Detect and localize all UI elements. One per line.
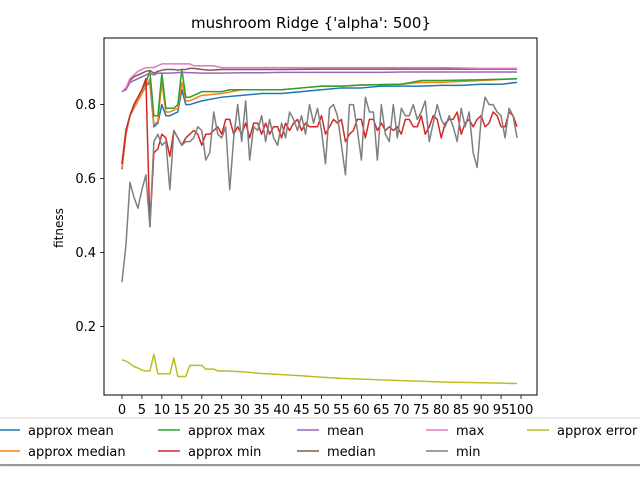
legend-label: approx min: [188, 445, 261, 460]
legend-label: approx mean: [28, 424, 114, 439]
legend-label: approx max: [188, 424, 266, 439]
x-tick-label: 95: [493, 403, 510, 418]
series-line-7: [121, 96, 518, 283]
series-line-4: [121, 71, 518, 93]
x-tick-label: 30: [233, 403, 250, 418]
x-tick-label: 0: [118, 403, 126, 418]
x-tick-label: 90: [473, 403, 490, 418]
x-tick-label: 20: [194, 403, 211, 418]
x-tick-label: 25: [213, 403, 230, 418]
x-tick-label: 40: [273, 403, 290, 418]
plot-frame: [103, 37, 538, 396]
x-axis-ticks: 0 5 10 15 20 25 30 35 40 45 50 55 60 65 70 75 80 85 90 95 10…: [118, 395, 534, 418]
x-tick-label: 5: [138, 403, 146, 418]
x-tick-label: 70: [393, 403, 410, 418]
plot-area: [103, 37, 538, 396]
series-line-5: [121, 67, 518, 93]
legend-label: mean: [327, 424, 364, 439]
x-tick-label: 100: [509, 403, 534, 418]
legend-label: approx median: [28, 445, 126, 460]
x-tick-label: 80: [433, 403, 450, 418]
x-tick-label: 55: [333, 403, 350, 418]
x-tick-label: 50: [313, 403, 330, 418]
series-line-8: [121, 353, 518, 385]
series-line-6: [121, 63, 518, 93]
x-tick-label: 65: [373, 403, 390, 418]
x-tick-label: 10: [154, 403, 171, 418]
y-tick-label: 0.4: [75, 246, 96, 261]
x-tick-label: 85: [453, 403, 470, 418]
legend-label: median: [327, 445, 376, 460]
y-tick-label: 0.6: [75, 172, 96, 187]
legend-label: approx error: [557, 424, 638, 439]
x-tick-label: 15: [174, 403, 191, 418]
x-tick-label: 75: [413, 403, 430, 418]
y-tick-label: 0.8: [75, 98, 96, 113]
x-tick-label: 45: [293, 403, 310, 418]
legend: approx mean approx median approx max approx…: [0, 417, 640, 467]
y-axis-ticks: 0.2 0.4 0.6 0.8: [75, 98, 104, 335]
y-tick-label: 0.2: [75, 320, 96, 335]
chart-title: mushroom Ridge {'alpha': 500}: [191, 14, 431, 32]
legend-label: max: [456, 424, 485, 439]
legend-label: min: [456, 445, 481, 460]
x-tick-label: 35: [253, 403, 270, 418]
x-tick-label: 60: [353, 403, 370, 418]
y-axis-label: fitness: [52, 208, 66, 248]
